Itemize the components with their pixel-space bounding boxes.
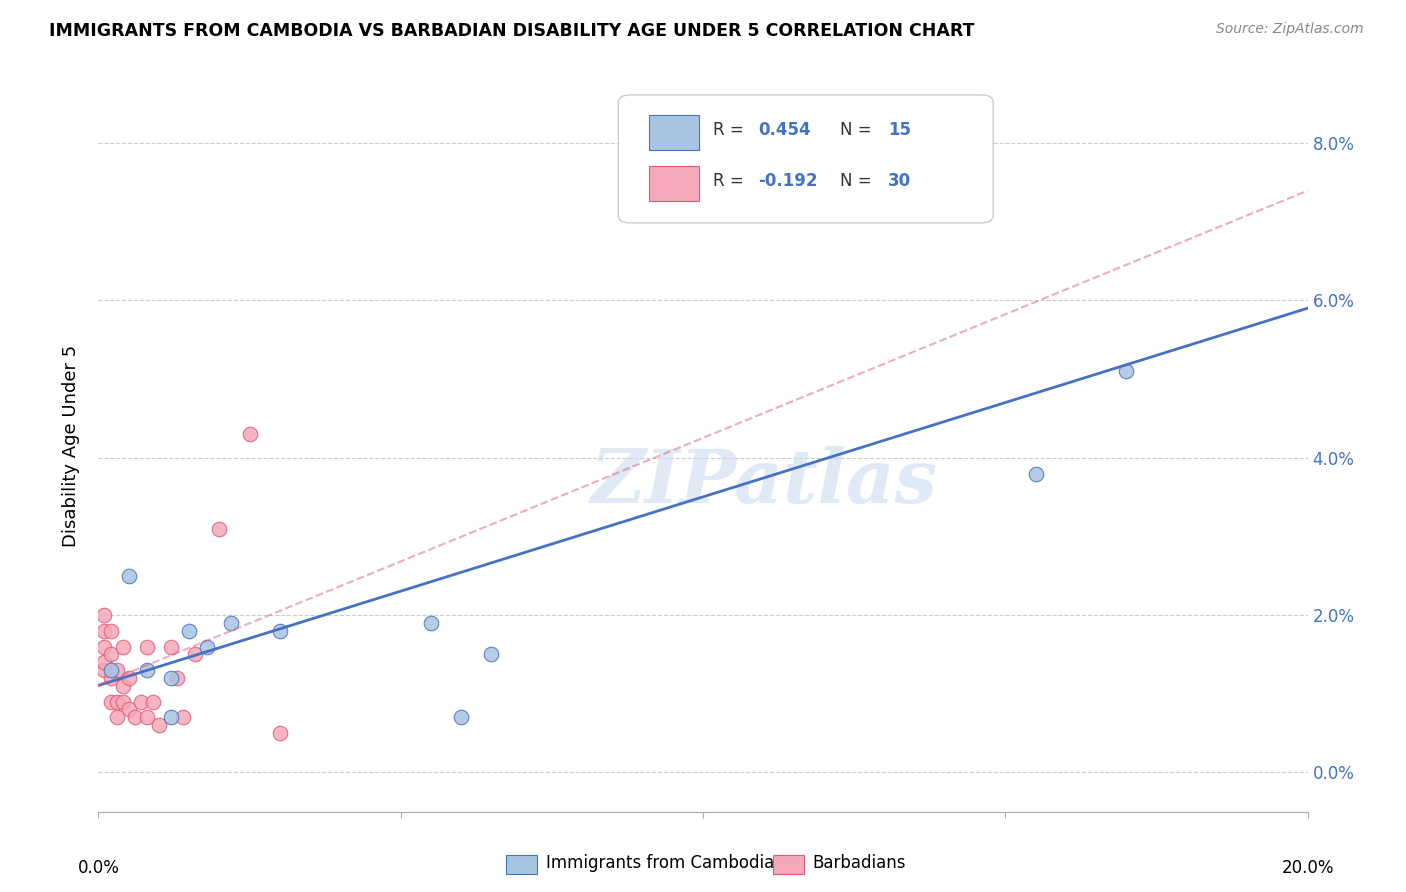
Point bbox=[142, 695, 165, 709]
Point bbox=[100, 671, 122, 685]
Text: 20.0%: 20.0% bbox=[1281, 859, 1334, 877]
Point bbox=[148, 718, 170, 732]
Point bbox=[135, 640, 157, 654]
Point bbox=[450, 710, 472, 724]
FancyBboxPatch shape bbox=[619, 95, 993, 223]
Point bbox=[111, 679, 134, 693]
Point bbox=[752, 199, 775, 213]
Point bbox=[184, 648, 207, 662]
Text: R =: R = bbox=[713, 172, 748, 190]
Point bbox=[118, 702, 141, 716]
Point bbox=[93, 608, 115, 623]
Point bbox=[1024, 467, 1046, 481]
Point bbox=[160, 710, 183, 724]
Text: Immigrants from Cambodia: Immigrants from Cambodia bbox=[546, 855, 773, 872]
Point bbox=[179, 624, 201, 638]
Point bbox=[111, 640, 134, 654]
Point bbox=[100, 695, 122, 709]
Text: 15: 15 bbox=[889, 121, 911, 139]
Point bbox=[160, 640, 183, 654]
Point bbox=[100, 663, 122, 677]
Point bbox=[111, 695, 134, 709]
Point bbox=[93, 663, 115, 677]
Point bbox=[239, 427, 262, 442]
Y-axis label: Disability Age Under 5: Disability Age Under 5 bbox=[62, 345, 80, 547]
Point bbox=[135, 663, 157, 677]
Text: ZIPatlas: ZIPatlas bbox=[591, 446, 936, 519]
Text: 0.0%: 0.0% bbox=[77, 859, 120, 877]
Text: 0.454: 0.454 bbox=[759, 121, 811, 139]
Point bbox=[208, 522, 231, 536]
Point bbox=[166, 671, 188, 685]
Bar bbox=[648, 166, 699, 201]
Point bbox=[129, 695, 152, 709]
Point bbox=[118, 671, 141, 685]
Text: N =: N = bbox=[839, 121, 876, 139]
Point bbox=[172, 710, 194, 724]
Point bbox=[93, 640, 115, 654]
Point bbox=[124, 710, 146, 724]
Point bbox=[105, 710, 128, 724]
Point bbox=[100, 648, 122, 662]
Point bbox=[118, 568, 141, 582]
Text: 30: 30 bbox=[889, 172, 911, 190]
Point bbox=[269, 726, 291, 740]
Point bbox=[221, 615, 243, 630]
Text: Source: ZipAtlas.com: Source: ZipAtlas.com bbox=[1216, 22, 1364, 37]
Text: Barbadians: Barbadians bbox=[813, 855, 907, 872]
Text: R =: R = bbox=[713, 121, 748, 139]
Text: IMMIGRANTS FROM CAMBODIA VS BARBADIAN DISABILITY AGE UNDER 5 CORRELATION CHART: IMMIGRANTS FROM CAMBODIA VS BARBADIAN DI… bbox=[49, 22, 974, 40]
Point bbox=[105, 663, 128, 677]
Text: -0.192: -0.192 bbox=[759, 172, 818, 190]
Point bbox=[269, 624, 291, 638]
Point bbox=[105, 695, 128, 709]
Point bbox=[100, 624, 122, 638]
Point bbox=[195, 640, 218, 654]
Point bbox=[1115, 364, 1137, 378]
Point bbox=[93, 624, 115, 638]
Text: N =: N = bbox=[839, 172, 876, 190]
Point bbox=[135, 710, 157, 724]
Bar bbox=[648, 115, 699, 150]
Point bbox=[481, 648, 503, 662]
Point bbox=[160, 671, 183, 685]
Point bbox=[93, 655, 115, 669]
Point bbox=[420, 615, 443, 630]
